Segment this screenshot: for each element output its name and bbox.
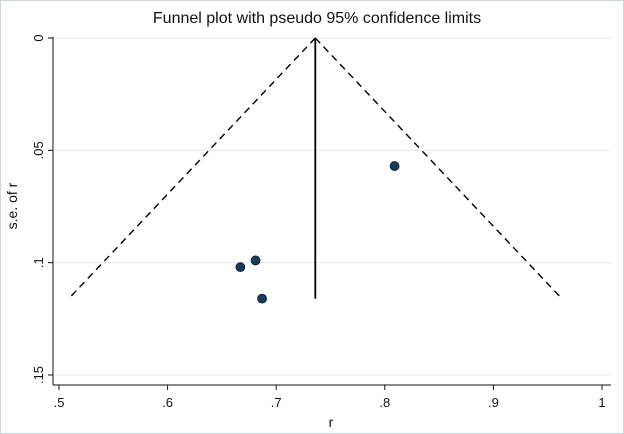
axes: .5 .6 .7 .8 .9 1 0 .05 .1 .15 bbox=[31, 34, 611, 410]
x-tick-label-3: .8 bbox=[379, 395, 390, 410]
funnel-lines bbox=[68, 37, 563, 300]
chart-title: Funnel plot with pseudo 95% confidence l… bbox=[153, 10, 481, 27]
y-tick-label-1: .05 bbox=[31, 141, 46, 159]
data-point-2 bbox=[235, 262, 246, 273]
y-tick-label-2: .1 bbox=[31, 257, 46, 268]
data-points bbox=[235, 161, 400, 304]
x-tick-label-2: .7 bbox=[271, 395, 282, 410]
data-point-3 bbox=[257, 293, 267, 304]
x-tick-label-0: .5 bbox=[54, 395, 65, 410]
x-axis-label: r bbox=[329, 414, 334, 430]
plot-area bbox=[53, 37, 609, 385]
x-tick-label-4: .9 bbox=[488, 395, 499, 410]
y-tick-label-0: 0 bbox=[31, 34, 46, 41]
data-point-1 bbox=[250, 255, 261, 266]
y-axis-label: s.e. of r bbox=[4, 182, 20, 229]
x-tick-label-5: 1 bbox=[598, 395, 605, 410]
grid-lines bbox=[53, 37, 611, 376]
data-point-0 bbox=[389, 161, 400, 171]
x-tick-label-1: .6 bbox=[162, 395, 173, 410]
y-tick-label-3: .15 bbox=[31, 366, 46, 384]
